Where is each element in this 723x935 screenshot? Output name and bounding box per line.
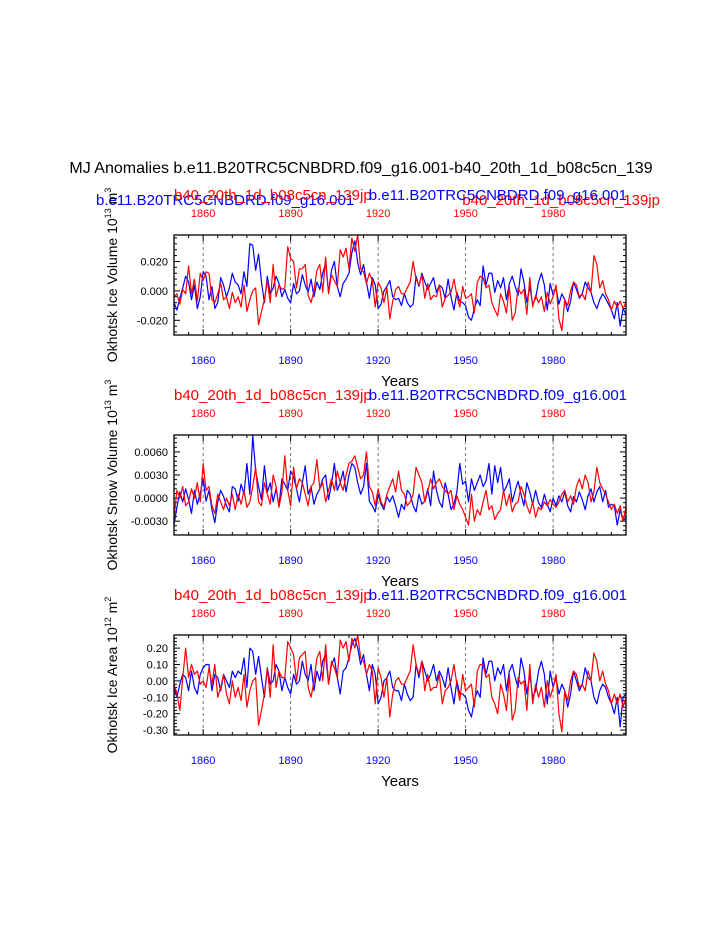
series-line-red	[174, 635, 626, 733]
y-tick-label: 0.0030	[134, 470, 168, 482]
y-tick-label: 0.000	[140, 286, 168, 298]
y-tick-label: 0.20	[147, 643, 168, 655]
y-tick-label: -0.0030	[131, 516, 168, 528]
x-tick-label-top: 1950	[453, 608, 477, 620]
x-tick-label-top: 1860	[191, 408, 215, 420]
y-axis-title: Okhotsk Ice Volume 1013 m3	[103, 188, 120, 363]
x-tick-label-bottom: 1890	[278, 755, 302, 767]
panel-snow-volume: -0.0030 0.0000 0.0030 0.0060 1860 1890 1920 195…	[103, 380, 627, 590]
y-axis-title-unit: m	[104, 602, 120, 614]
y-axis-title-exponent: 13	[103, 208, 113, 218]
y-axis-title-unit-exponent: 2	[103, 597, 113, 602]
x-tick-label-bottom: 1860	[191, 355, 215, 367]
series-line-blue	[174, 435, 626, 526]
header-left-run: b.e11.B20TRC5CNBDRD.f09_g16.001	[96, 192, 354, 209]
x-tick-label-top: 1980	[541, 408, 565, 420]
figure-title: MJ Anomalies b.e11.B20TRC5CNBDRD.f09_g16…	[69, 160, 652, 177]
panel-right-label: b.e11.B20TRC5CNBDRD.f09_g16.001	[369, 387, 627, 404]
y-tick-label: -0.30	[143, 725, 168, 737]
x-axis-title: Years	[381, 773, 419, 790]
x-tick-label-bottom: 1890	[278, 355, 302, 367]
x-tick-label-bottom: 1920	[366, 355, 390, 367]
y-tick-label: -0.020	[137, 315, 168, 327]
y-tick-label: 0.0000	[134, 493, 168, 505]
series-line-red	[174, 235, 626, 332]
y-tick-label: 0.10	[147, 660, 168, 672]
panel-left-label: b40_20th_1d_b08c5cn_139jp	[174, 387, 372, 404]
x-tick-label-top: 1920	[366, 608, 390, 620]
y-axis-title-text: Okhotsk Ice Volume 10	[104, 218, 120, 362]
x-axis-title: Years	[381, 373, 419, 390]
x-tick-label-bottom: 1890	[278, 555, 302, 567]
x-tick-label-top: 1860	[191, 608, 215, 620]
y-tick-label: 0.00	[147, 676, 168, 688]
x-tick-label-top: 1980	[541, 608, 565, 620]
x-axis-title: Years	[381, 573, 419, 590]
x-tick-label-top: 1980	[541, 208, 565, 220]
y-axis-title-text: Okhotsk Ice Area 10	[104, 627, 120, 753]
header-right-run: b40_20th_1d_b08c5cn_139jp	[462, 192, 660, 209]
x-tick-label-bottom: 1980	[541, 555, 565, 567]
x-tick-label-top: 1890	[278, 208, 302, 220]
x-tick-label-top: 1920	[366, 208, 390, 220]
x-tick-label-bottom: 1980	[541, 355, 565, 367]
y-tick-label: -0.10	[143, 692, 168, 704]
x-tick-label-top: 1950	[453, 408, 477, 420]
x-tick-label-bottom: 1950	[453, 355, 477, 367]
x-tick-label-top: 1920	[366, 408, 390, 420]
y-tick-label: -0.20	[143, 709, 168, 721]
x-tick-label-bottom: 1920	[366, 755, 390, 767]
y-axis-title-unit: m	[104, 385, 120, 397]
panel-left-label: b40_20th_1d_b08c5cn_139jp	[174, 587, 372, 604]
x-tick-label-top: 1890	[278, 608, 302, 620]
x-tick-label-bottom: 1950	[453, 555, 477, 567]
y-axis-title: Okhotsk Snow Volume 1013 m3	[103, 380, 120, 571]
x-tick-label-bottom: 1860	[191, 555, 215, 567]
y-axis-title-exponent: 13	[103, 400, 113, 410]
panel-right-label: b.e11.B20TRC5CNBDRD.f09_g16.001	[369, 587, 627, 604]
series-line-red	[174, 451, 626, 526]
x-tick-label-bottom: 1860	[191, 755, 215, 767]
panel-right-label: b.e11.B20TRC5CNBDRD.f09_g16.001	[369, 187, 627, 204]
panel-left-label: b40_20th_1d_b08c5cn_139jp	[174, 187, 372, 204]
y-axis-title-unit: m	[104, 193, 120, 205]
plot-frame	[173, 634, 627, 736]
x-tick-label-top: 1950	[453, 208, 477, 220]
chart-panels: -0.020 0.000 0.020 1860 1890 1920 1950 1980 1860…	[103, 187, 627, 790]
y-tick-label: 0.0060	[134, 447, 168, 459]
y-axis-title-unit-exponent: 3	[103, 380, 113, 385]
panel-ice-area: -0.30 -0.20 -0.10 0.00 0.10 0.20 1860 1890 1920 1…	[103, 587, 627, 790]
plot-frame	[173, 434, 627, 536]
x-tick-label-bottom: 1950	[453, 755, 477, 767]
y-tick-label: 0.020	[140, 256, 168, 268]
y-axis-title-exponent: 12	[103, 617, 113, 627]
x-tick-label-top: 1860	[191, 208, 215, 220]
plot-frame	[173, 234, 627, 336]
panel-ice-volume: -0.020 0.000 0.020 1860 1890 1920 1950 1980 1860…	[103, 187, 627, 390]
y-axis-title-unit-exponent: 3	[103, 188, 113, 193]
x-tick-label-bottom: 1920	[366, 555, 390, 567]
y-axis-title-text: Okhotsk Snow Volume 10	[104, 410, 120, 571]
y-axis-title: Okhotsk Ice Area 1012 m2	[103, 597, 120, 754]
x-tick-label-bottom: 1980	[541, 755, 565, 767]
x-tick-label-top: 1890	[278, 408, 302, 420]
